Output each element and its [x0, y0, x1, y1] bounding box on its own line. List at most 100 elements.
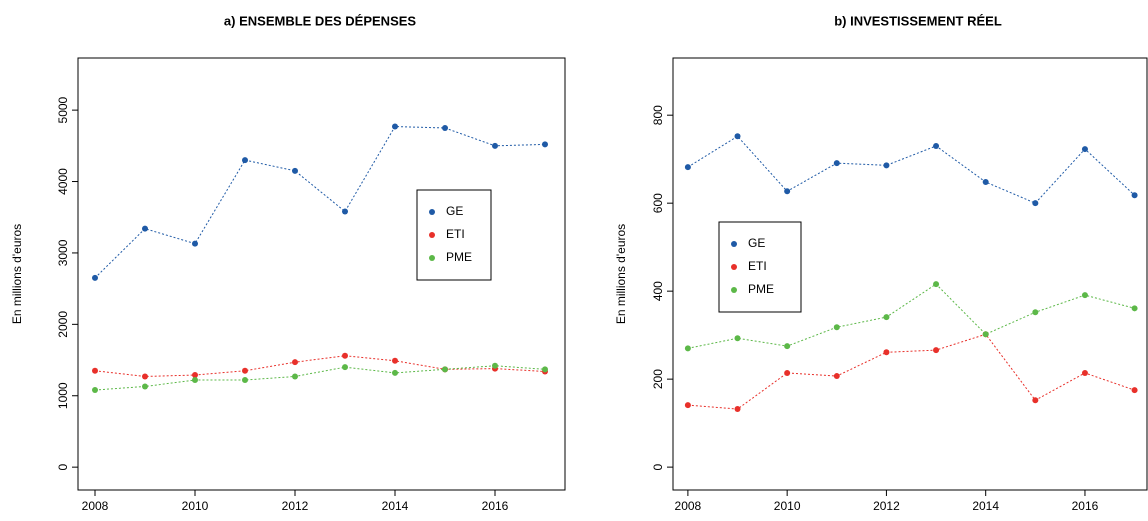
data-point: [242, 377, 248, 384]
x-tick-label: 2012: [282, 499, 309, 513]
data-point: [442, 366, 448, 373]
data-point: [192, 377, 198, 384]
data-point: [242, 157, 248, 164]
legend-label: GE: [446, 204, 463, 218]
series-line: [94, 355, 546, 377]
data-point: [933, 142, 940, 149]
y-tick-label: 1000: [56, 382, 70, 409]
data-point: [342, 208, 348, 215]
series-line: [687, 135, 1135, 204]
legend-marker: [429, 209, 435, 215]
data-point: [1131, 192, 1138, 199]
y-tick-label: 5000: [56, 96, 70, 123]
data-point: [883, 314, 890, 321]
data-point: [1032, 309, 1039, 316]
legend-label: PME: [446, 250, 472, 264]
data-point: [292, 167, 298, 174]
x-tick-label: 2016: [1072, 499, 1099, 513]
data-point: [92, 367, 98, 374]
data-point: [1131, 305, 1138, 312]
data-point: [784, 188, 791, 195]
data-point: [342, 352, 348, 359]
y-tick-label: 4000: [56, 168, 70, 195]
data-point: [833, 160, 840, 167]
x-tick-label: 2008: [675, 499, 702, 513]
data-point: [292, 373, 298, 380]
data-point: [142, 383, 148, 390]
x-tick-label: 2010: [182, 499, 209, 513]
y-tick-label: 3000: [56, 239, 70, 266]
data-point: [192, 372, 198, 379]
data-point: [292, 359, 298, 366]
data-point: [883, 349, 890, 356]
x-tick-label: 2016: [482, 499, 509, 513]
data-point: [392, 369, 398, 376]
data-point: [492, 142, 498, 149]
y-tick-label: 0: [651, 463, 665, 470]
data-point: [92, 274, 98, 281]
legend-marker: [429, 255, 435, 261]
data-point: [982, 179, 989, 186]
data-point: [1032, 200, 1039, 207]
data-point: [883, 162, 890, 169]
data-point: [833, 324, 840, 331]
data-point: [734, 335, 741, 342]
x-tick-label: 2010: [774, 499, 801, 513]
plot-box: [672, 57, 1148, 491]
data-point: [784, 343, 791, 350]
y-tick-label: 0: [56, 463, 70, 470]
data-point: [442, 124, 448, 131]
data-point: [734, 133, 741, 140]
data-point: [542, 141, 548, 148]
data-point: [933, 281, 940, 288]
data-point: [92, 387, 98, 394]
data-point: [784, 369, 791, 376]
data-point: [684, 402, 691, 409]
series-line: [687, 333, 1135, 410]
data-point: [142, 373, 148, 380]
legend-marker: [731, 241, 737, 247]
data-point: [142, 225, 148, 232]
legend-marker: [731, 287, 737, 293]
chart-title: b) INVESTISSEMENT RÉEL: [834, 13, 1002, 28]
legend-label: GE: [748, 236, 765, 250]
legend-box: [416, 189, 492, 281]
data-point: [933, 347, 940, 354]
y-tick-label: 400: [651, 281, 665, 301]
data-point: [1081, 369, 1088, 376]
data-point: [492, 362, 498, 369]
data-point: [833, 373, 840, 380]
data-point: [1032, 397, 1039, 404]
x-tick-label: 2014: [972, 499, 999, 513]
y-tick-label: 2000: [56, 311, 70, 338]
legend-marker: [429, 232, 435, 238]
plot-box: [77, 57, 566, 491]
data-point: [982, 331, 989, 338]
x-tick-label: 2012: [873, 499, 900, 513]
y-tick-label: 600: [651, 193, 665, 213]
legend-label: PME: [748, 282, 774, 296]
series-line: [94, 365, 546, 391]
y-axis-label: En millions d'euros: [614, 224, 628, 324]
legend-label: ETI: [748, 259, 767, 273]
legend-marker: [731, 264, 737, 270]
data-point: [1081, 146, 1088, 153]
data-point: [734, 406, 741, 413]
series-line: [94, 126, 546, 279]
data-point: [684, 164, 691, 171]
y-tick-label: 200: [651, 369, 665, 389]
data-point: [684, 345, 691, 352]
y-tick-label: 800: [651, 105, 665, 125]
legend-box: [718, 221, 802, 313]
data-point: [392, 123, 398, 130]
x-tick-label: 2008: [82, 499, 109, 513]
chart-title: a) ENSEMBLE DES DÉPENSES: [224, 13, 416, 28]
legend-label: ETI: [446, 227, 465, 241]
data-point: [242, 367, 248, 374]
data-point: [1131, 387, 1138, 394]
data-point: [542, 366, 548, 373]
x-tick-label: 2014: [382, 499, 409, 513]
data-point: [342, 364, 348, 371]
data-point: [1081, 292, 1088, 299]
